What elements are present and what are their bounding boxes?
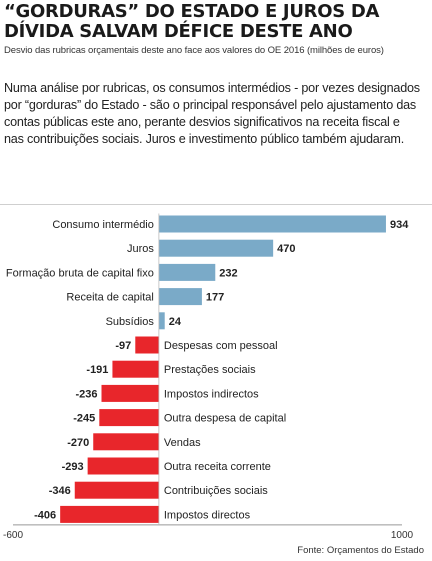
bar-4 xyxy=(158,312,165,330)
bar-9 xyxy=(93,433,159,451)
bar-7 xyxy=(101,384,159,402)
value-label: -236 xyxy=(75,388,97,400)
category-label: Despesas com pessoal xyxy=(164,340,278,352)
category-label: Outra despesa de capital xyxy=(164,413,286,425)
category-label: Outra receita corrente xyxy=(164,461,271,473)
x-tick-label: -600 xyxy=(3,530,23,541)
value-label: -293 xyxy=(62,461,84,473)
value-label: -245 xyxy=(73,413,95,425)
category-label: Subsídios xyxy=(106,316,155,328)
bar-3 xyxy=(158,288,202,306)
value-label: 232 xyxy=(219,267,237,279)
bar-12 xyxy=(60,505,159,523)
category-label: Consumo intermédio xyxy=(52,219,154,231)
bar-2 xyxy=(158,263,216,281)
bar-1 xyxy=(158,239,274,257)
value-label: -191 xyxy=(86,364,108,376)
value-label: -346 xyxy=(49,485,71,497)
category-label: Juros xyxy=(127,243,154,255)
value-label: 934 xyxy=(390,219,409,231)
x-tick-label: 1000 xyxy=(391,530,414,541)
chart-subtitle: Desvio das rubricas orçamentais deste an… xyxy=(4,45,384,56)
chart-title: “GORDURAS” DO ESTADO E JUROS DA DÍVIDA S… xyxy=(4,1,380,42)
value-label: 177 xyxy=(206,292,224,304)
divider xyxy=(0,204,432,205)
category-label: Vendas xyxy=(164,437,201,449)
value-label: -406 xyxy=(34,509,56,521)
category-label: Impostos directos xyxy=(164,509,251,521)
intro-paragraph: Numa análise por rubricas, os consumos i… xyxy=(4,81,420,146)
bar-8 xyxy=(99,409,159,427)
category-label: Prestações sociais xyxy=(164,364,256,376)
value-label: -270 xyxy=(67,437,89,449)
category-label: Impostos indirectos xyxy=(164,388,259,400)
bar-11 xyxy=(74,481,159,499)
value-label: 24 xyxy=(169,316,182,328)
category-label: Contribuições sociais xyxy=(164,485,268,497)
value-label: 470 xyxy=(277,243,295,255)
category-label: Formação bruta de capital fixo xyxy=(6,267,154,279)
source-note: Fonte: Orçamentos do Estado xyxy=(297,545,424,556)
bar-5 xyxy=(135,336,159,354)
value-label: -97 xyxy=(115,340,131,352)
bar-6 xyxy=(112,360,159,378)
bar-0 xyxy=(158,215,386,233)
bar-10 xyxy=(87,457,159,475)
category-label: Receita de capital xyxy=(66,292,153,304)
